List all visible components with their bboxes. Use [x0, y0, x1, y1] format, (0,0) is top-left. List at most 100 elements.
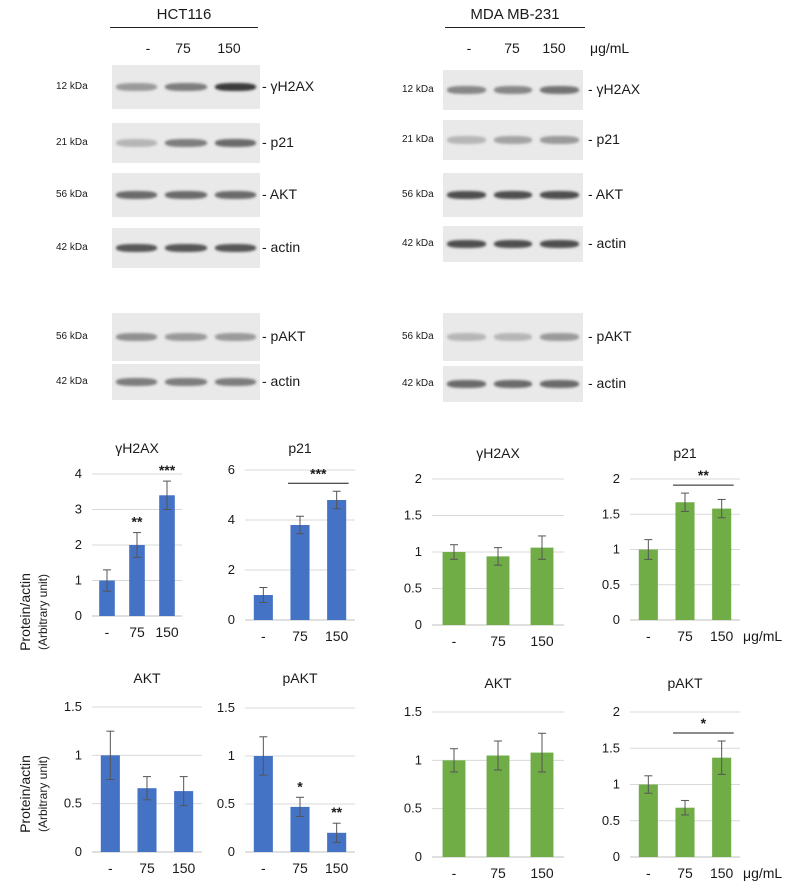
protein-band [116, 378, 158, 386]
x-tick-label: 75 [490, 865, 506, 881]
lane-label: 150 [217, 40, 241, 56]
y-tick-label: 2 [228, 562, 235, 577]
y-axis-label-line1: Protein/actin [17, 573, 33, 651]
x-tick-label: 150 [530, 865, 554, 881]
protein-band [447, 240, 486, 248]
x-tick-label: - [452, 633, 457, 649]
concentration-unit: μg/mL [743, 865, 782, 881]
y-tick-label: 0 [613, 612, 620, 627]
protein-band [540, 333, 579, 341]
y-axis-label-top: Protein/actin (Arbitrary unit) [6, 573, 66, 651]
bar [638, 549, 658, 620]
significance-marker: * [701, 715, 707, 731]
y-axis-label-line2: (Arbitrary unit) [36, 574, 50, 651]
protein-label: - actin [262, 239, 301, 255]
protein-label: - AKT [262, 186, 298, 202]
cell-line-header-0: HCT116 [156, 6, 212, 23]
y-tick-label: 2 [613, 704, 620, 719]
bar [99, 580, 115, 616]
protein-band [116, 83, 158, 91]
protein-band [493, 380, 533, 388]
bar [675, 502, 695, 620]
protein-band [116, 139, 158, 147]
protein-band [540, 86, 579, 94]
x-tick-label: - [108, 860, 113, 876]
bar [253, 595, 273, 620]
concentration-unit: μg/mL [590, 40, 630, 56]
chart-title: pAKT [282, 670, 317, 686]
y-tick-label: 1 [75, 747, 82, 762]
y-tick-label: 1.5 [217, 700, 235, 715]
y-tick-label: 2 [613, 471, 620, 486]
y-tick-label: 0 [613, 849, 620, 864]
protein-label: - γH2AX [588, 81, 641, 97]
protein-band [165, 244, 207, 252]
lane-label: - [145, 40, 151, 56]
x-tick-label: 75 [677, 865, 693, 881]
bar [253, 756, 273, 852]
protein-label: - γH2AX [262, 78, 315, 94]
molecular-weight-label: 21 kDa [56, 137, 88, 148]
protein-band [165, 333, 207, 341]
x-tick-label: 75 [129, 624, 145, 640]
protein-band [493, 86, 533, 94]
y-tick-label: 1 [228, 748, 235, 763]
molecular-weight-label: 42 kDa [402, 238, 434, 249]
molecular-weight-label: 21 kDa [402, 134, 434, 145]
y-axis-label-line2: (Arbitrary unit) [36, 756, 50, 833]
bar [638, 784, 658, 857]
x-tick-label: - [646, 865, 651, 881]
y-tick-label: 0.5 [602, 813, 620, 828]
x-tick-label: 150 [710, 865, 734, 881]
protein-label: - actin [588, 375, 627, 391]
x-tick-label: 150 [325, 628, 349, 644]
bar [486, 755, 510, 857]
x-tick-label: 75 [292, 628, 308, 644]
blot-strip [112, 364, 260, 400]
chart-title: AKT [133, 670, 161, 686]
y-tick-label: 0 [228, 612, 235, 627]
protein-label: - actin [588, 235, 627, 251]
protein-band [540, 191, 579, 199]
header-underline-0 [110, 27, 258, 28]
y-axis-label-line1: Protein/actin [17, 755, 33, 833]
chart-title: p21 [673, 445, 697, 461]
bar [137, 788, 157, 852]
protein-band [165, 83, 207, 91]
y-tick-label: 2 [75, 537, 82, 552]
chart-title: γH2AX [115, 440, 159, 456]
bar [486, 556, 510, 625]
molecular-weight-label: 42 kDa [56, 376, 88, 387]
x-tick-label: 150 [172, 860, 196, 876]
protein-band [447, 191, 486, 199]
y-tick-label: 0.5 [404, 581, 422, 596]
protein-label: - p21 [588, 131, 620, 147]
x-tick-label: - [646, 628, 651, 644]
protein-band [214, 378, 256, 386]
bar [290, 525, 310, 620]
lane-label: - [466, 40, 472, 56]
y-tick-label: 1 [613, 542, 620, 557]
molecular-weight-label: 12 kDa [56, 81, 88, 92]
y-tick-label: 1.5 [404, 508, 422, 523]
y-tick-label: 0.5 [217, 796, 235, 811]
blot-strip [112, 173, 260, 217]
bar [712, 508, 732, 620]
molecular-weight-label: 42 kDa [402, 378, 434, 389]
protein-band [165, 191, 207, 199]
protein-band [165, 378, 207, 386]
protein-label: - actin [262, 373, 301, 389]
protein-band [447, 380, 486, 388]
y-tick-label: 0 [75, 844, 82, 859]
lane-label: 75 [504, 40, 520, 56]
protein-band [493, 136, 533, 144]
x-tick-label: - [261, 860, 266, 876]
bar [290, 806, 310, 852]
significance-marker: * [297, 778, 303, 794]
chart-title: pAKT [667, 675, 702, 691]
protein-band [540, 240, 579, 248]
x-tick-label: 150 [710, 628, 734, 644]
protein-label: - p21 [262, 134, 294, 150]
molecular-weight-label: 42 kDa [56, 242, 88, 253]
y-tick-label: 1.5 [602, 506, 620, 521]
